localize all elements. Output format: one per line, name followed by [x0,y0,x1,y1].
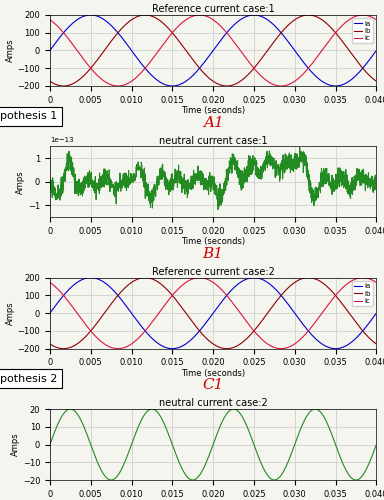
Title: neutral current case:1: neutral current case:1 [159,136,267,145]
ia [305,326,310,332]
ia [64,26,69,32]
ic [279,83,283,89]
Text: Hypothesis 2: Hypothesis 2 [0,374,57,384]
ia [48,310,52,316]
Title: Reference current case:1: Reference current case:1 [152,4,275,14]
ib [198,66,202,72]
Text: B1: B1 [203,247,223,261]
ic [279,346,283,352]
ic [48,17,52,23]
ia [207,54,211,60]
ia [365,322,369,328]
ib [48,341,52,347]
ic [374,17,379,23]
ib [365,70,369,76]
ic [365,12,369,18]
ib [225,346,229,352]
ia [365,322,369,328]
ic [48,280,52,285]
Title: Reference current case:2: Reference current case:2 [152,267,275,277]
ib [365,70,369,76]
ia [48,48,52,54]
ic [197,274,202,280]
ib [374,78,379,84]
ib [365,332,369,338]
ic [198,12,202,18]
Y-axis label: Amps: Amps [6,302,15,325]
Line: ib: ib [50,278,376,348]
ib [207,338,211,344]
ic [374,280,379,285]
ib [225,83,229,89]
ia [374,310,379,316]
Title: neutral current case:2: neutral current case:2 [159,398,268,408]
X-axis label: Time (seconds): Time (seconds) [181,238,245,246]
Line: ic: ic [50,278,376,348]
ic [207,14,211,20]
Line: ib: ib [50,15,376,86]
ic [305,329,310,335]
Text: Hypothesis 1: Hypothesis 1 [0,111,57,121]
ib [305,274,310,280]
Legend: ia, ib, ic: ia, ib, ic [352,281,373,306]
ib [305,12,310,18]
ia [198,327,202,333]
ic [197,12,202,18]
ia [333,83,338,89]
Legend: ia, ib, ic: ia, ib, ic [352,18,373,44]
ib [143,12,147,18]
ia [88,12,93,18]
X-axis label: Time (seconds): Time (seconds) [181,106,245,115]
ib [143,274,147,280]
ib [64,346,69,352]
ic [365,12,369,18]
ic [305,66,310,72]
ic [64,296,69,302]
ib [207,75,211,81]
ia [374,48,379,54]
Line: ia: ia [50,278,376,348]
Line: ic: ic [50,15,376,86]
ic [365,275,369,281]
ia [305,64,310,70]
ia [207,316,211,322]
ic [365,275,369,281]
Line: ia: ia [50,15,376,86]
ib [374,341,379,347]
ia [365,60,369,66]
ib [48,78,52,84]
ib [198,328,202,334]
ia [64,289,69,295]
X-axis label: Time (seconds): Time (seconds) [181,369,245,378]
Y-axis label: Amps: Amps [16,170,25,194]
ib [365,333,369,339]
ic [207,277,211,283]
Y-axis label: Amps: Amps [6,38,15,62]
ib [64,82,69,88]
Text: C1: C1 [202,378,224,392]
ia [198,64,202,70]
ia [333,346,338,352]
ic [64,34,69,40]
Y-axis label: Amps: Amps [11,432,20,456]
ia [365,60,369,66]
Text: A1: A1 [203,116,223,130]
ia [88,274,93,280]
ic [198,274,202,280]
